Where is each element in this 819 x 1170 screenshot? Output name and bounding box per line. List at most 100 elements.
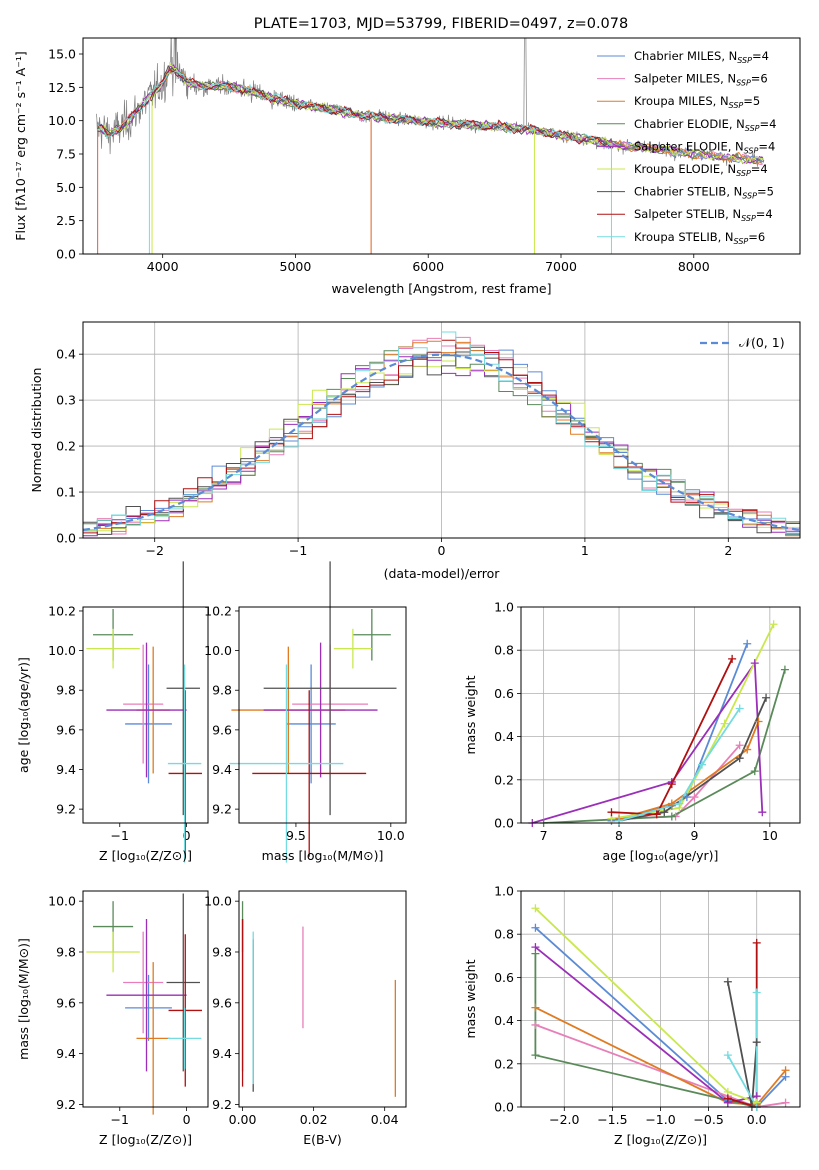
weight-marker-chabrier_miles <box>682 793 691 802</box>
weight-vs-age-panel: 7 8 9 10 0.0 0.2 0.4 0.6 0.8 1.0 age [log₁₀(age/yr… <box>463 600 801 863</box>
y-tick-label: 2.5 <box>56 213 76 228</box>
y-tick-label: 9.8 <box>56 683 76 698</box>
weight-line-kroupa_stelib <box>727 992 758 1107</box>
y-tick-label: 9.2 <box>56 802 76 817</box>
axes-frame <box>82 890 209 1108</box>
y-tick-label: 9.4 <box>56 762 76 777</box>
weight-marker-salpeter_miles <box>690 793 699 802</box>
plot-area <box>532 623 786 823</box>
x-tick-label: 10.0 <box>377 828 405 843</box>
y-tick-label: 9.6 <box>56 722 76 737</box>
axes-frame <box>520 606 801 824</box>
weight-marker-chabrier_elodie <box>750 767 759 776</box>
x-tick-label: 0.04 <box>371 1112 399 1127</box>
legend-label-kroupa_stelib: Kroupa STELIB, NSSP=6 <box>634 230 765 246</box>
y-tick-label: 0.0 <box>494 816 514 831</box>
x-tick-label: −1 <box>289 543 307 558</box>
x-axis-label: mass [log₁₀(M/M⊙)] <box>262 848 384 863</box>
x-tick-label: 5000 <box>280 259 312 274</box>
model-spectrum-kroupa_elodie <box>97 63 764 165</box>
weight-vs-metallicity-panel: −2.0 −1.5 −1.0 −0.5 0.0 0.0 0.2 0.4 0.6 0.8 1.0 Z [… <box>463 884 801 1147</box>
residual-histogram-kroupa_stelib <box>83 331 800 535</box>
y-tick-label: 15.0 <box>48 47 76 62</box>
axes-frame <box>82 37 801 255</box>
x-axis-label: E(B-V) <box>303 1132 342 1147</box>
y-tick-label: 1.0 <box>494 600 514 615</box>
x-tick-label: 9 <box>690 828 698 843</box>
weight-marker-chabrier_stelib <box>762 693 771 702</box>
y-tick-label: 0.8 <box>494 643 514 658</box>
weight-marker-salpeter_miles <box>781 1098 790 1107</box>
y-tick-label: 0.2 <box>494 1056 514 1071</box>
axes-frame <box>238 606 407 824</box>
x-tick-label: 0.02 <box>300 1112 328 1127</box>
y-tick-label: 0.6 <box>494 686 514 701</box>
x-tick-label: −1 <box>111 828 129 843</box>
y-tick-label: 0.8 <box>494 927 514 942</box>
legend-label-chabrier_elodie: Chabrier ELODIE, NSSP=4 <box>634 117 776 133</box>
y-axis-label: age [log₁₀(age/yr)] <box>16 657 31 773</box>
weight-line-kroupa_elodie <box>534 907 758 1104</box>
weight-marker-salpeter_elodie <box>750 659 759 668</box>
y-tick-label: 0.4 <box>494 729 514 744</box>
residual-histogram-chabrier_elodie <box>83 350 800 529</box>
spectrum-panel: 4000 5000 6000 7000 8000 0.0 2.5 5.0 7.5 10.0 12.5… <box>13 16 801 296</box>
weight-marker-chabrier_elodie <box>667 812 676 821</box>
weight-marker-kroupa_stelib <box>675 799 684 808</box>
weight-marker-chabrier_stelib <box>735 754 744 763</box>
x-tick-label: 0.00 <box>229 1112 257 1127</box>
y-tick-label: 10.2 <box>48 603 76 618</box>
residual-histogram-chabrier_stelib <box>83 346 800 536</box>
x-tick-label: 0 <box>183 1112 191 1127</box>
weight-marker-kroupa_stelib <box>735 704 744 713</box>
x-axis-label: wavelength [Angstrom, rest frame] <box>331 281 551 296</box>
weight-line-kroupa_stelib <box>618 707 741 822</box>
y-tick-label: 9.4 <box>212 1046 232 1061</box>
x-tick-label: 0.0 <box>747 1112 767 1127</box>
y-axis-label: Flux [fλ10⁻¹⁷ erg cm⁻² s⁻¹ A⁻¹] <box>13 51 28 240</box>
legend-label-kroupa_miles: Kroupa MILES, NSSP=5 <box>634 94 760 110</box>
y-tick-label: 10.0 <box>204 894 232 909</box>
residual-histogram-chabrier_miles <box>83 349 800 534</box>
weight-marker-salpeter_stelib <box>752 938 761 947</box>
legend-label-salpeter_stelib: Salpeter STELIB, NSSP=4 <box>634 207 773 223</box>
x-tick-label: 7000 <box>545 259 577 274</box>
y-tick-label: 5.0 <box>56 180 76 195</box>
weight-marker-kroupa_stelib <box>723 1051 732 1060</box>
plot-area <box>95 38 765 254</box>
x-tick-label: 9.5 <box>286 828 306 843</box>
axes-frame <box>520 890 801 1108</box>
y-tick-label: 9.4 <box>56 1046 76 1061</box>
weight-marker-salpeter_stelib <box>723 1094 732 1103</box>
y-tick-label: 10.0 <box>48 643 76 658</box>
model-spectrum-kroupa_stelib <box>97 70 613 148</box>
y-tick-label: 0.4 <box>56 347 76 362</box>
weight-line-chabrier_elodie <box>534 953 757 1107</box>
weight-marker-salpeter_miles <box>531 1020 540 1029</box>
x-tick-label: −2.0 <box>549 1112 579 1127</box>
y-tick-label: 7.5 <box>56 147 76 162</box>
x-tick-label: −2 <box>145 543 163 558</box>
y-tick-label: 0.0 <box>56 247 76 262</box>
y-tick-label: 9.2 <box>56 1097 76 1112</box>
y-tick-label: 9.6 <box>56 995 76 1010</box>
weight-line-kroupa_miles <box>618 721 760 820</box>
legend-label-salpeter_miles: Salpeter MILES, NSSP=6 <box>634 72 768 88</box>
y-tick-label: 0.3 <box>56 393 76 408</box>
y-tick-label: 0.1 <box>56 485 76 500</box>
axes-frame <box>82 321 801 539</box>
x-axis-label: Z [log₁₀(Z/Z⊙)] <box>99 848 192 863</box>
weight-marker-chabrier_elodie <box>780 665 789 674</box>
x-axis-label: Z [log₁₀(Z/Z⊙)] <box>99 1132 192 1147</box>
age-vs-mass-panel: 9.5 10.0 9.2 9.4 9.6 9.8 10.0 10.2 mass [log₁₀(M… <box>204 561 407 863</box>
normal-distribution-curve <box>83 353 800 531</box>
y-tick-label: 1.0 <box>494 884 514 899</box>
model-spectrum-chabrier_stelib <box>97 64 613 149</box>
x-tick-label: −1.0 <box>645 1112 675 1127</box>
weight-line-chabrier_stelib <box>726 981 758 1107</box>
x-tick-label: −1 <box>111 1112 129 1127</box>
weight-line-chabrier_stelib <box>618 697 767 822</box>
weight-marker-chabrier_stelib <box>752 1038 761 1047</box>
residuals-histogram-panel: −2 −1 0 1 2 0.0 0.1 0.2 0.3 0.4 𝒩(0, 1) (data-model… <box>29 321 801 581</box>
weight-marker-chabrier_stelib <box>723 977 732 986</box>
